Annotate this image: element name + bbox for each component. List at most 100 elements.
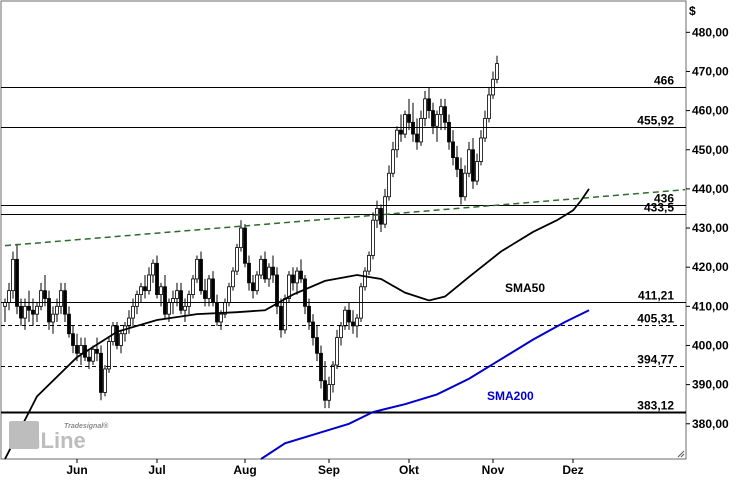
candle-body [131, 305, 135, 319]
candle-body [39, 290, 43, 307]
candle-body [279, 305, 283, 331]
candle-body [91, 348, 95, 362]
candle [363, 267, 367, 291]
candle-body [7, 290, 11, 303]
candle-body [215, 302, 219, 323]
candle-body [55, 305, 59, 315]
candle-body [239, 227, 243, 249]
candle-body [399, 129, 403, 135]
candle [455, 145, 459, 178]
candle-body [155, 262, 159, 295]
candle [411, 102, 415, 142]
candle [415, 118, 419, 150]
candle [311, 314, 315, 346]
currency-label: $ [689, 4, 696, 18]
candle-body [383, 196, 387, 225]
y-tick-label: 470,00 [692, 64, 729, 78]
candle-body [307, 305, 311, 323]
candle-body [15, 258, 19, 307]
x-tick-label: Sep [318, 463, 340, 477]
candle [403, 110, 407, 139]
candle-body [379, 208, 383, 225]
candle-body [203, 290, 207, 299]
candle [95, 337, 99, 362]
candle-body [447, 121, 451, 143]
candle-body [207, 278, 211, 299]
candle-body [159, 286, 163, 295]
y-tick-label: 390,00 [692, 378, 729, 392]
candle [339, 321, 343, 346]
candle [343, 306, 347, 330]
candle [391, 141, 395, 178]
candle-body [367, 255, 371, 272]
candle [443, 98, 447, 131]
candle [67, 306, 71, 338]
level-label: 411,21 [638, 289, 674, 303]
candle [43, 275, 47, 307]
candle [191, 275, 195, 299]
candle-body [171, 298, 175, 303]
candle [467, 141, 471, 178]
candle-body [87, 356, 91, 362]
candle-body [391, 149, 395, 174]
candle-body [75, 345, 79, 354]
candle [279, 298, 283, 338]
candle-body [95, 348, 99, 354]
level-label: 455,92 [637, 114, 674, 128]
y-tick-label: 460,00 [692, 104, 729, 118]
candle [119, 329, 123, 354]
candle [71, 325, 75, 354]
y-tick-label: 430,00 [692, 221, 729, 235]
candle [307, 298, 311, 330]
tradesignal-logo: Tradesignal® OnLine [9, 421, 109, 453]
candle [259, 255, 263, 279]
sma200-label: SMA200 [487, 389, 534, 403]
candle [275, 267, 279, 315]
candle-body [71, 333, 75, 346]
candle-body [331, 364, 335, 386]
candle [247, 255, 251, 291]
candle-body [43, 290, 47, 299]
candle [143, 275, 147, 299]
candle-body [79, 345, 83, 354]
candle-body [51, 313, 55, 323]
resize-grip-icon[interactable] [677, 450, 685, 458]
candle [407, 98, 411, 131]
candle-body [295, 270, 299, 284]
candle-body [319, 352, 323, 382]
candle [379, 204, 383, 232]
level-label: 436 [654, 192, 674, 206]
candle-body [291, 274, 295, 284]
candle-body [403, 114, 407, 135]
candle-body [35, 305, 39, 315]
candle [79, 337, 83, 366]
candle-body [27, 305, 31, 311]
candle-body [427, 98, 431, 112]
candle-body [139, 286, 143, 295]
candle-body [463, 172, 467, 198]
candle [299, 259, 303, 283]
candle-body [419, 118, 423, 143]
candle-body [259, 258, 263, 276]
candle-body [135, 294, 139, 307]
candle [91, 345, 95, 366]
candle [51, 306, 55, 334]
candles [3, 55, 499, 409]
candle-body [3, 302, 7, 307]
x-tick-label: Jul [148, 463, 165, 477]
candle [459, 157, 463, 205]
candle [327, 376, 331, 409]
y-tick-label: 380,00 [692, 417, 729, 431]
candle [47, 290, 51, 330]
candle-body [151, 262, 155, 276]
candle [151, 259, 155, 283]
candle [439, 98, 443, 131]
candle-body [363, 270, 367, 288]
candle-body [127, 317, 131, 327]
candle-body [395, 129, 399, 151]
candle-body [455, 157, 459, 170]
candle [267, 263, 271, 287]
sma200-line [260, 309, 590, 460]
y-tick-label: 440,00 [692, 182, 729, 196]
candle-body [163, 286, 167, 315]
